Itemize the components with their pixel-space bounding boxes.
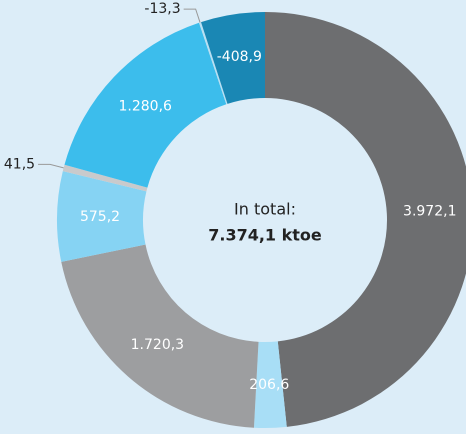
donut-slice — [265, 12, 466, 427]
donut-slice — [62, 164, 148, 192]
data-label: 3.972,1 — [403, 203, 456, 219]
data-label: -13,3 — [144, 1, 180, 17]
donut-slice — [61, 244, 259, 428]
data-label: 1.720,3 — [131, 337, 184, 353]
donut-slice — [201, 12, 265, 104]
center-total: 7.374,1 ktoe — [208, 226, 322, 245]
donut-slice — [64, 22, 227, 188]
donut-slice — [253, 341, 287, 428]
center-caption: In total: — [234, 200, 296, 219]
data-label: 575,2 — [80, 209, 120, 225]
data-label: -408,9 — [217, 49, 262, 65]
data-label: 41,5 — [4, 156, 35, 172]
donut-slice — [199, 22, 228, 105]
data-label: 206,6 — [249, 377, 289, 393]
donut-slice — [57, 171, 147, 262]
leader-line — [183, 8, 201, 23]
data-label: 1.280,6 — [119, 99, 173, 115]
leader-line — [38, 163, 64, 169]
